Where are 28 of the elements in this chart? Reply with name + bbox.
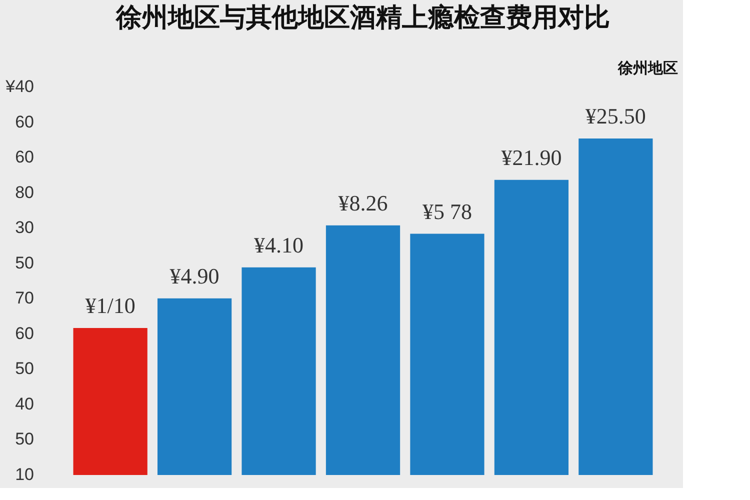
annotation: ¥4.10 bbox=[254, 232, 304, 258]
bar bbox=[578, 138, 653, 475]
text: 50 bbox=[15, 359, 34, 378]
text: 80 bbox=[15, 182, 34, 202]
bar bbox=[73, 328, 148, 475]
text: 60 bbox=[15, 324, 34, 343]
text: 70 bbox=[15, 288, 34, 308]
annotation: ¥5 78 bbox=[422, 198, 472, 224]
text: ¥25.50 bbox=[585, 104, 646, 129]
text: 60 bbox=[15, 148, 34, 167]
annotation: ¥4.90 bbox=[170, 263, 220, 288]
bar bbox=[410, 234, 484, 475]
text: 10 bbox=[15, 465, 34, 484]
annotation: ¥21.90 bbox=[501, 144, 562, 170]
text: 50 bbox=[15, 430, 34, 449]
annotation: ¥1/10 bbox=[85, 292, 136, 318]
text: ¥40 bbox=[4, 77, 34, 96]
text: 50 bbox=[15, 253, 34, 272]
bar bbox=[494, 180, 569, 475]
bar bbox=[326, 225, 400, 475]
text: 30 bbox=[15, 218, 34, 238]
text: 40 bbox=[15, 394, 34, 414]
annotation: ¥8.26 bbox=[338, 190, 388, 216]
bar bbox=[242, 267, 316, 475]
text: 60 bbox=[15, 112, 34, 132]
chart-title: 徐州地区与其他地区酒精上瘾检查费用对比 bbox=[115, 3, 610, 33]
text: 徐州地区 bbox=[617, 59, 678, 77]
bar bbox=[157, 298, 232, 475]
